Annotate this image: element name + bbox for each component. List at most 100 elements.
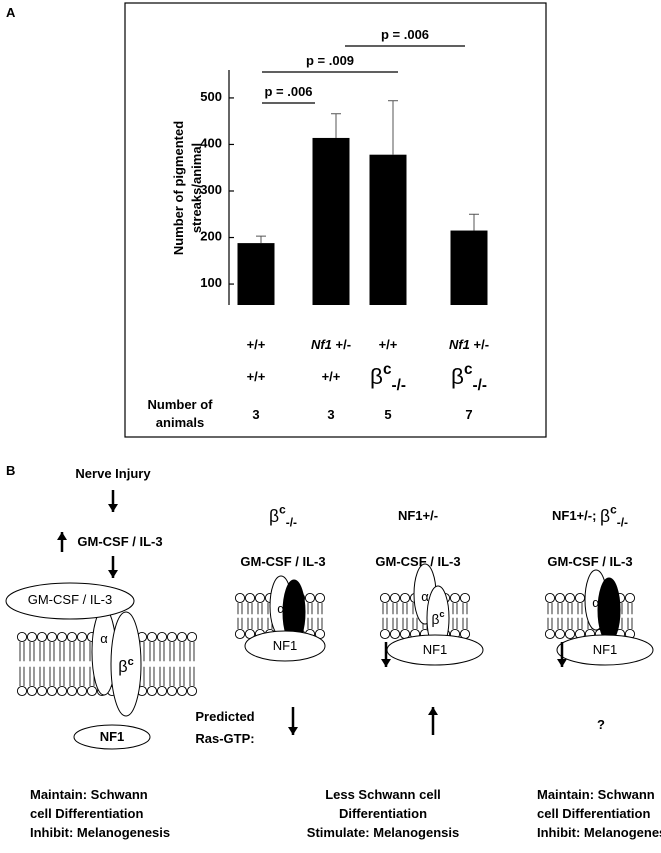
ras-label: Ras-GTP:	[195, 731, 254, 746]
lipid-head	[66, 685, 78, 697]
lipid-head	[459, 592, 471, 604]
lipid-tail	[59, 642, 65, 662]
lipid-tail	[317, 603, 323, 615]
lipid-tail	[382, 617, 388, 629]
lipid-tail	[49, 666, 55, 686]
lipid-tail	[627, 617, 633, 629]
lipid-head	[76, 685, 88, 697]
p-value: p = .006	[264, 84, 312, 99]
lipid-head	[564, 592, 576, 604]
lipid-head	[26, 631, 38, 643]
lipid-head	[564, 628, 576, 640]
x-label-row1: +/+	[379, 337, 398, 352]
y-tick-label: 200	[200, 229, 222, 244]
alpha-label: α	[277, 601, 285, 616]
x-label-row2: βc-/-	[451, 361, 487, 394]
y-axis-label: Number of pigmented	[171, 121, 186, 255]
nf1-label: NF1	[100, 729, 125, 744]
lipid-tail	[49, 642, 55, 662]
lipid-head	[186, 685, 198, 697]
bar	[450, 230, 488, 305]
lipid-tail	[29, 642, 35, 662]
lipid-tail	[29, 666, 35, 686]
ras-unknown: ?	[597, 717, 605, 732]
lipid-head	[86, 685, 98, 697]
nf1-label: NF1	[593, 642, 618, 657]
lipid-tail	[382, 603, 388, 615]
lipid-head	[544, 592, 556, 604]
x-label-row2: +/+	[322, 369, 341, 384]
lipid-tail	[567, 603, 573, 615]
lipid-tail	[179, 666, 185, 686]
lipid-tail	[69, 666, 75, 686]
y-tick-label: 500	[200, 89, 222, 104]
y-tick-label: 300	[200, 182, 222, 197]
animal-count: 3	[327, 407, 334, 422]
lipid-head	[554, 628, 566, 640]
lipid-tail	[257, 603, 263, 615]
lipid-head	[156, 631, 168, 643]
bar	[312, 137, 350, 305]
lipid-tail	[402, 617, 408, 629]
ligand: GM-CSF / IL-3	[375, 554, 460, 569]
lipid-head	[166, 631, 178, 643]
lipid-tail	[317, 617, 323, 629]
outcome: Stimulate: Melanogensis	[307, 825, 459, 840]
lipid-tail	[79, 666, 85, 686]
lipid-tail	[412, 617, 418, 629]
ligand: GM-CSF / IL-3	[547, 554, 632, 569]
bound-ligand: GM-CSF / IL-3	[28, 592, 113, 607]
beta-subunit	[110, 611, 142, 717]
arrow-head	[557, 659, 567, 667]
lipid-head	[76, 631, 88, 643]
lipid-tail	[462, 603, 468, 615]
y-axis-label: streaks/animal	[189, 143, 204, 233]
outcome: Differentiation	[339, 806, 427, 821]
arrow-head	[108, 504, 118, 512]
p-value: p = .009	[306, 53, 354, 68]
animal-count: 7	[465, 407, 472, 422]
alpha-label: α	[100, 631, 108, 646]
bar	[237, 243, 275, 305]
lipid-tail	[159, 642, 165, 662]
outcome: cell Differentiation	[30, 806, 143, 821]
arrow-head	[108, 570, 118, 578]
arrow-head	[428, 707, 438, 715]
outcome: Maintain: Schwann	[30, 787, 148, 802]
lipid-tail	[159, 666, 165, 686]
lipid-tail	[189, 642, 195, 662]
animal-count: 5	[384, 407, 391, 422]
lipid-tail	[452, 617, 458, 629]
x-label-row1: +/+	[247, 337, 266, 352]
lipid-head	[399, 592, 411, 604]
beta-label: βc	[431, 610, 444, 627]
lipid-tail	[59, 666, 65, 686]
lipid-head	[36, 631, 48, 643]
lipid-tail	[39, 666, 45, 686]
lipid-head	[176, 685, 188, 697]
lipid-tail	[392, 603, 398, 615]
lipid-head	[186, 631, 198, 643]
x-label-row2: +/+	[247, 369, 266, 384]
genotype-title: βc-/-	[269, 503, 297, 530]
lipid-head	[379, 592, 391, 604]
lipid-tail	[237, 617, 243, 629]
lipid-head	[389, 628, 401, 640]
count-label: Number of	[148, 397, 214, 412]
ligand: GM-CSF / IL-3	[240, 554, 325, 569]
lipid-tail	[149, 666, 155, 686]
lipid-tail	[169, 642, 175, 662]
nf1	[556, 634, 654, 666]
genotype-title: NF1+/-	[398, 508, 438, 523]
x-label-row1: Nf1 +/-	[311, 337, 351, 352]
lipid-head	[56, 685, 68, 697]
lipid-head	[574, 592, 586, 604]
lipid-head	[46, 685, 58, 697]
beta-label: βc	[118, 656, 134, 676]
lipid-head	[146, 685, 158, 697]
lipid-head	[389, 592, 401, 604]
panel-label: B	[6, 463, 15, 478]
outcome: cell Differentiation	[537, 806, 650, 821]
lipid-head	[624, 592, 636, 604]
lipid-tail	[462, 617, 468, 629]
